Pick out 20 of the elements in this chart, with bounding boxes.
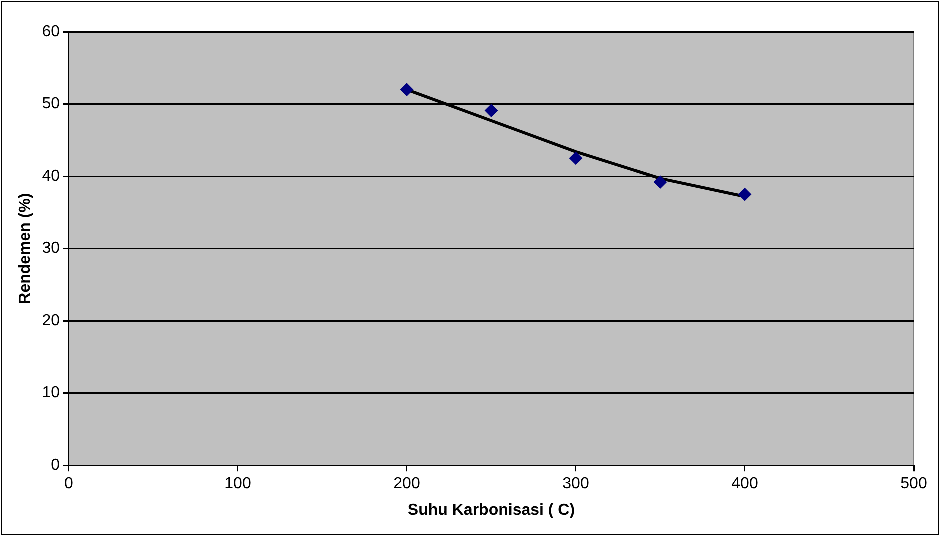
x-axis-title: Suhu Karbonisasi ( C) [408,502,576,519]
y-tick-label: 40 [42,168,60,185]
y-tick-label: 30 [42,240,60,258]
point [400,83,414,96]
y-tick-label: 10 [42,384,60,402]
y-tick-label: 60 [42,23,60,40]
y-tick-label: 50 [42,96,60,113]
y-tick-label: 20 [42,312,60,330]
x-tick-label: 200 [394,476,420,493]
x-tick-label: 300 [562,476,590,493]
y-axis-title: Rendemen (%) [17,193,34,304]
x-tick-label: 400 [732,476,758,493]
point [570,152,582,165]
point [485,104,498,118]
x-tick-label: 500 [900,476,928,493]
point [738,188,752,202]
x-tick-label: 100 [224,476,252,493]
x-tick-label: 0 [64,476,74,493]
point [654,176,667,189]
y-tick-label: 0 [51,457,60,474]
